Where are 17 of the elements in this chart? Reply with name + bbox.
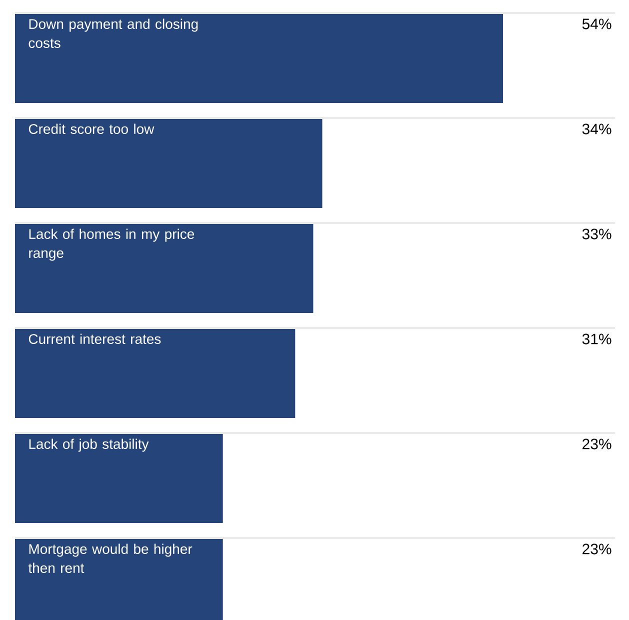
y-tick-label: Current interest rates xyxy=(28,334,161,344)
y-tick-label: Mortgage would be higher then rent xyxy=(28,544,192,573)
data-label: 34% xyxy=(582,124,612,134)
bar xyxy=(15,224,314,314)
data-label: 23% xyxy=(582,544,612,554)
bar xyxy=(15,329,296,418)
y-tick-label: Lack of homes in my price range xyxy=(29,228,194,261)
y-tick-label: Credit score too low xyxy=(28,124,154,134)
bar xyxy=(15,14,504,104)
bar xyxy=(15,119,322,208)
data-label: 31% xyxy=(582,334,612,344)
bar xyxy=(15,434,223,524)
y-tick-label: Lack of job stability xyxy=(29,438,149,452)
y-tick-label: Down payment and closing costs xyxy=(28,18,198,48)
data-label: 33% xyxy=(582,228,612,240)
data-label: 23% xyxy=(582,438,612,450)
data-label: 54% xyxy=(582,18,612,30)
